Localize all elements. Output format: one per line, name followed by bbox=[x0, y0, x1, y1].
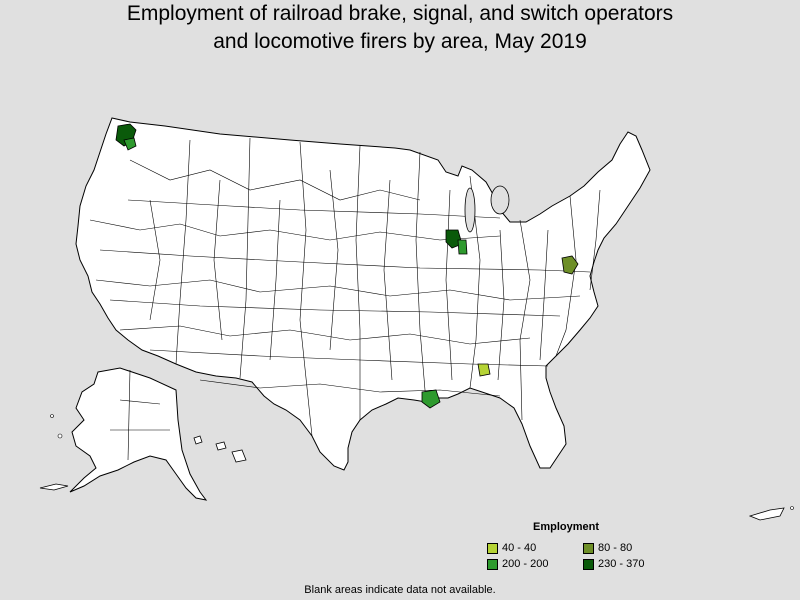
legend-item: 200 - 200 bbox=[487, 557, 583, 571]
hawaii-map bbox=[193, 435, 247, 463]
lake-huron bbox=[490, 185, 510, 215]
legend-label: 40 - 40 bbox=[502, 542, 537, 554]
legend-item: 40 - 40 bbox=[487, 541, 583, 555]
title-line-1: Employment of railroad brake, signal, an… bbox=[126, 2, 674, 25]
legend-item: 230 - 370 bbox=[583, 557, 679, 571]
hawaii-island-1 bbox=[193, 435, 203, 445]
legend: Employment 40 - 40 80 - 80 200 - 200 230… bbox=[487, 521, 687, 571]
legend-label: 230 - 370 bbox=[598, 558, 645, 570]
legend-label: 80 - 80 bbox=[598, 542, 633, 554]
area-washington-dc[interactable] bbox=[561, 255, 579, 275]
alaska-outline bbox=[69, 367, 208, 501]
alaska-island bbox=[57, 433, 63, 439]
title-line-2: and locomotive firers by area, May 2019 bbox=[213, 30, 587, 53]
alaska-boundaries bbox=[110, 369, 170, 461]
hawaii-island-3 bbox=[231, 449, 247, 463]
alaska-map bbox=[39, 367, 208, 501]
legend-swatch bbox=[487, 558, 498, 570]
area-boundaries bbox=[89, 137, 601, 437]
lake-michigan bbox=[464, 187, 476, 233]
area-birmingham[interactable] bbox=[477, 363, 491, 377]
contiguous-us-map bbox=[75, 117, 651, 471]
hawaii-island-2 bbox=[215, 441, 227, 451]
footnote: Blank areas indicate data not available. bbox=[304, 584, 496, 596]
virgin-islands bbox=[790, 506, 794, 510]
legend-label: 200 - 200 bbox=[502, 558, 549, 570]
legend-grid: 40 - 40 80 - 80 200 - 200 230 - 370 bbox=[487, 541, 687, 571]
area-baton-rouge[interactable] bbox=[421, 389, 441, 409]
puerto-rico-outline bbox=[748, 507, 785, 521]
aleutian-islands bbox=[39, 483, 69, 491]
area-seattle-south[interactable] bbox=[123, 137, 137, 151]
alaska-island bbox=[50, 414, 54, 418]
puerto-rico-map bbox=[748, 506, 794, 521]
legend-title: Employment bbox=[533, 521, 600, 533]
legend-swatch bbox=[487, 542, 498, 554]
legend-item: 80 - 80 bbox=[583, 541, 679, 555]
map-title: Employment of railroad brake, signal, an… bbox=[0, 0, 800, 56]
legend-swatch bbox=[583, 542, 594, 554]
legend-swatch bbox=[583, 558, 594, 570]
highlighted-areas bbox=[115, 123, 579, 409]
contiguous-us-outline bbox=[75, 117, 651, 471]
area-northwest-indiana[interactable] bbox=[457, 239, 468, 255]
